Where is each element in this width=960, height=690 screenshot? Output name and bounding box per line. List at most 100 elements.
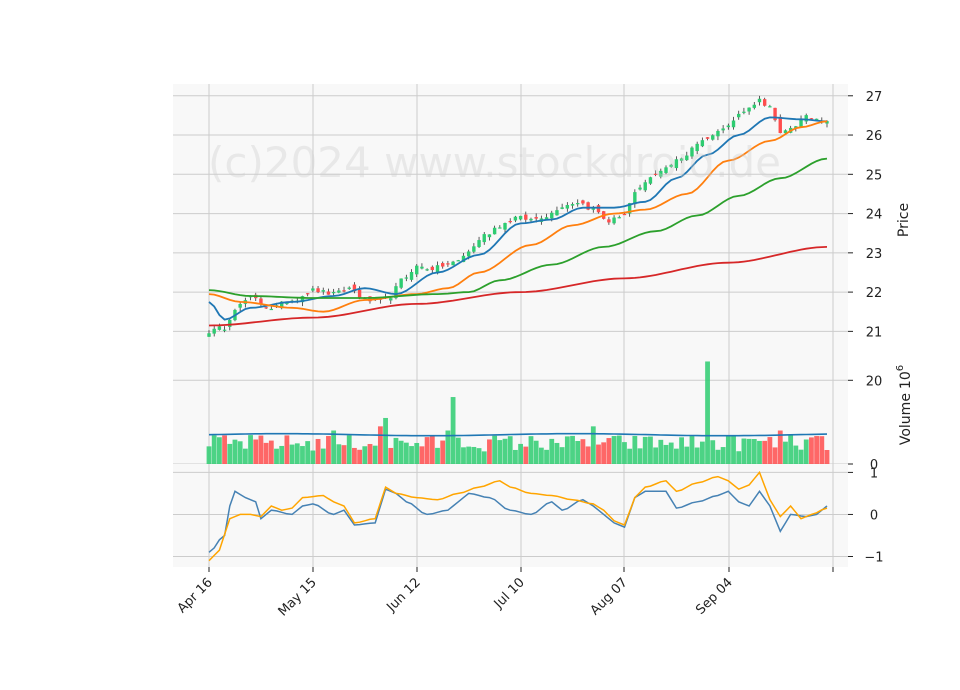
watermark-text: (c)2024 www.stockdroid.de: [208, 138, 781, 187]
candle-body: [331, 292, 336, 294]
candle-body: [228, 319, 232, 327]
volume-bar: [357, 449, 363, 464]
candle-body: [269, 308, 274, 311]
candle-body: [425, 269, 429, 271]
candle-body: [591, 208, 596, 210]
volume-bar: [679, 437, 684, 464]
volume-bar: [538, 447, 544, 464]
x-tick-label: Jul 10: [491, 575, 528, 612]
candle-body: [653, 173, 658, 175]
candle-body: [586, 202, 590, 210]
candle-body: [570, 204, 575, 206]
volume-bar: [232, 439, 238, 464]
volume-bar: [258, 435, 264, 464]
volume-bar: [601, 442, 607, 464]
volume-ytick-label: 20: [866, 374, 883, 389]
volume-bar: [409, 446, 414, 464]
candle-body: [778, 116, 782, 134]
price-ytick-label: 27: [866, 90, 883, 105]
candle-body: [607, 219, 611, 223]
volume-bar: [274, 448, 279, 464]
candle-body: [513, 216, 518, 221]
price-axis-label: Price: [896, 203, 912, 237]
volume-bar: [731, 435, 736, 464]
x-tick-label: Apr 16: [175, 575, 216, 616]
candle-body: [456, 260, 460, 262]
volume-bar: [315, 438, 321, 464]
candle-body: [316, 288, 320, 293]
volume-bar: [279, 445, 285, 464]
volume-bar: [294, 443, 300, 464]
volume-bar: [487, 439, 492, 464]
candle-body: [716, 130, 720, 137]
candle-body: [679, 158, 684, 161]
volume-bar: [346, 435, 352, 464]
volume-bar: [476, 448, 482, 464]
oscillator-line-1: [208, 488, 828, 553]
candle-body: [394, 286, 398, 299]
oscillator-line-2: [208, 470, 828, 562]
volume-bar: [507, 436, 513, 464]
volume-bar: [424, 437, 430, 464]
volume-bar: [419, 446, 425, 464]
volume-bar: [383, 417, 388, 464]
volume-bar: [466, 446, 472, 464]
volume-bar: [372, 445, 378, 464]
volume-bar: [699, 441, 705, 464]
volume-bar: [819, 436, 825, 464]
candle-body: [581, 200, 585, 204]
volume-bar: [352, 447, 357, 464]
moving-average-line-3: [208, 157, 828, 299]
volume-bar: [673, 448, 679, 464]
volume-bar: [580, 439, 586, 464]
volume-bar: [627, 448, 633, 464]
candle-body: [482, 234, 486, 243]
volume-bar: [414, 442, 420, 464]
volume-bar: [746, 438, 752, 464]
volume-bar: [622, 442, 627, 464]
candle-body: [638, 187, 642, 190]
candle-body: [643, 182, 647, 191]
candle-body: [409, 272, 414, 280]
volume-ytick-label: 0: [870, 458, 878, 473]
candle-body: [222, 329, 227, 331]
volume-panel: 0 20: [173, 351, 882, 473]
x-tick-label: May 15: [276, 575, 320, 619]
volume-bar: [377, 426, 383, 464]
candle-body: [321, 290, 325, 292]
volume-bar: [757, 440, 762, 464]
candle-body: [685, 155, 689, 161]
volume-bar: [237, 441, 243, 464]
price-ytick-label: 21: [866, 325, 883, 340]
volume-bar: [803, 439, 809, 464]
candle-body: [544, 217, 549, 220]
candle-body: [518, 215, 523, 220]
candle-body: [617, 217, 621, 219]
volume-bar: [455, 437, 461, 464]
price-background: [173, 84, 848, 351]
candle-body: [440, 263, 445, 267]
candle-body: [342, 290, 346, 292]
candle-body: [690, 147, 694, 157]
candle-body: [311, 288, 315, 291]
volume-bar: [216, 437, 222, 464]
volume-axis-label: Volume 106: [895, 365, 914, 445]
x-tick-label: Sep 04: [693, 575, 736, 618]
oscillator-background: [173, 464, 848, 567]
volume-bar: [751, 439, 757, 464]
volume-bar: [310, 450, 316, 464]
candle-body: [529, 218, 533, 221]
price-ytick-label: 25: [866, 168, 883, 183]
candle-body: [633, 192, 637, 205]
volume-bar: [637, 448, 643, 464]
candle-body: [705, 137, 710, 139]
volume-bar: [544, 449, 549, 464]
candle-body: [648, 177, 653, 184]
volume-bar: [429, 435, 435, 464]
volume-bar: [725, 436, 731, 464]
candle-body: [415, 265, 419, 275]
candle-body: [389, 298, 393, 301]
volume-bar: [596, 444, 601, 464]
candle-body: [768, 106, 772, 108]
candle-body: [420, 266, 424, 269]
